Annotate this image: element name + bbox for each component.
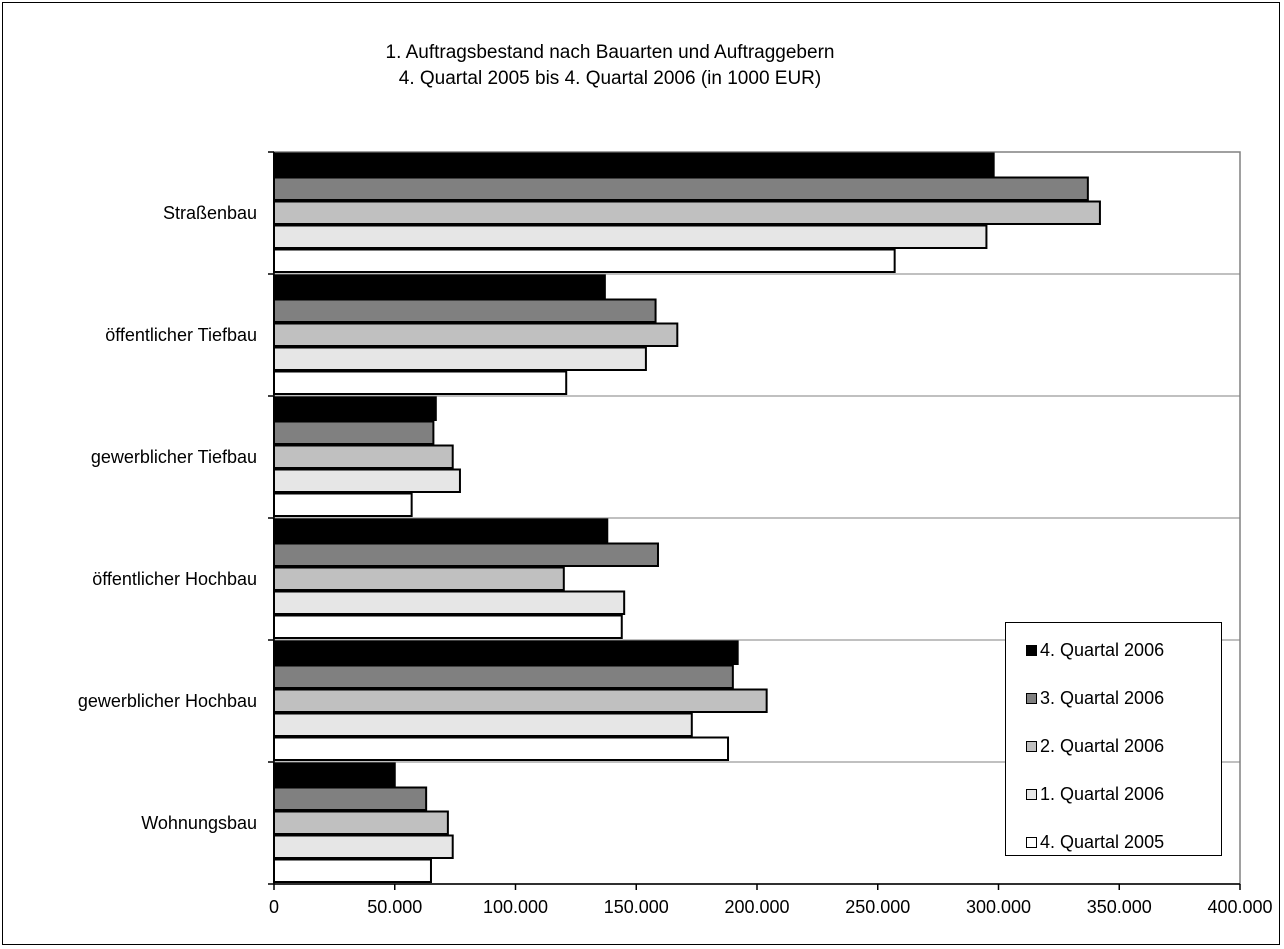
- legend-swatch: [1026, 740, 1037, 752]
- bar: [273, 468, 461, 493]
- x-tick-label: 350.000: [1087, 897, 1152, 917]
- bar: [273, 786, 428, 811]
- bar: [273, 542, 659, 567]
- bar: [273, 444, 454, 469]
- bar: [273, 712, 693, 737]
- legend-label: 4. Quartal 2006: [1040, 639, 1165, 660]
- bar: [273, 152, 995, 177]
- legend-swatch: [1026, 788, 1037, 800]
- bar: [273, 858, 432, 883]
- legend-swatch: [1026, 836, 1037, 848]
- x-tick-label: 150.000: [604, 897, 669, 917]
- legend-label: 3. Quartal 2006: [1040, 687, 1165, 708]
- bar: [273, 762, 396, 787]
- bar: [273, 248, 896, 273]
- category-label: Straßenbau: [163, 203, 257, 223]
- bar: [273, 200, 1101, 225]
- chart-title-line-2: 4. Quartal 2005 bis 4. Quartal 2006 (in …: [398, 68, 822, 89]
- x-tick-label: 400.000: [1207, 897, 1272, 917]
- x-tick-label: 200.000: [724, 897, 789, 917]
- bar: [273, 518, 609, 543]
- bar: [273, 346, 647, 371]
- category-label: öffentlicher Tiefbau: [105, 325, 257, 345]
- bar: [273, 274, 606, 299]
- bar: [273, 614, 623, 639]
- chart-title: 1. Auftragsbestand nach Bauarten und Auf…: [260, 40, 960, 92]
- legend-label: 1. Quartal 2006: [1040, 783, 1165, 804]
- legend-label: 4. Quartal 2005: [1040, 831, 1165, 852]
- bar: [273, 640, 739, 665]
- category-label: Wohnungsbau: [141, 813, 257, 833]
- bar: [273, 834, 454, 859]
- legend-label: 2. Quartal 2006: [1040, 735, 1165, 756]
- x-tick-label: 0: [269, 897, 279, 917]
- bar: [273, 736, 730, 761]
- bar: [273, 322, 679, 347]
- legend-item: 3. Quartal 2006: [1026, 686, 1164, 710]
- bar: [273, 664, 734, 689]
- legend-swatch: [1026, 692, 1037, 704]
- bar: [273, 224, 988, 249]
- bar: [273, 590, 626, 615]
- bar: [273, 370, 568, 395]
- legend: 4. Quartal 2006 3. Quartal 2006 2. Quartal…: [1005, 622, 1222, 856]
- category-label: öffentlicher Hochbau: [92, 569, 257, 589]
- legend-item: 4. Quartal 2005: [1026, 830, 1164, 854]
- bar: [273, 396, 437, 421]
- category-label: gewerblicher Tiefbau: [91, 447, 257, 467]
- x-tick-label: 300.000: [966, 897, 1031, 917]
- bar: [273, 688, 768, 713]
- legend-swatch: [1026, 644, 1037, 656]
- chart-title-line-1: 1. Auftragsbestand nach Bauarten und Auf…: [385, 42, 835, 63]
- legend-item: 1. Quartal 2006: [1026, 782, 1164, 806]
- bar: [273, 420, 435, 445]
- legend-item: 4. Quartal 2006: [1026, 638, 1164, 662]
- bar: [273, 176, 1089, 201]
- x-tick-label: 100.000: [483, 897, 548, 917]
- x-tick-label: 50.000: [367, 897, 422, 917]
- bar: [273, 566, 565, 591]
- legend-item: 2. Quartal 2006: [1026, 734, 1164, 758]
- x-tick-label: 250.000: [845, 897, 910, 917]
- bar: [273, 298, 657, 323]
- bar: [273, 810, 449, 835]
- bar: [273, 492, 413, 517]
- category-label: gewerblicher Hochbau: [78, 691, 257, 711]
